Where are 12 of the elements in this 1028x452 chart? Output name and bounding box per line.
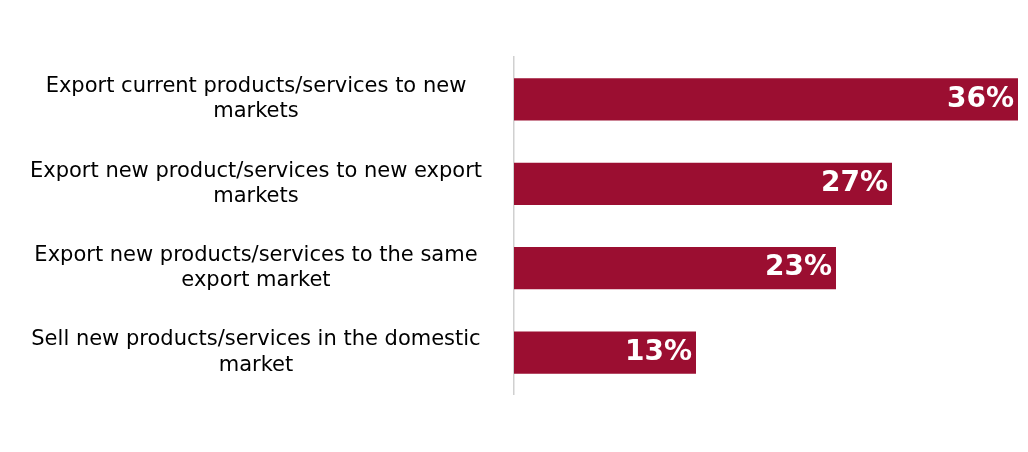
bar: [514, 331, 696, 374]
bar: [514, 162, 892, 205]
data-label: 13%: [624, 333, 692, 367]
data-label: 36%: [946, 80, 1014, 114]
y-tick-label: Export current products/services to new markets: [45, 73, 467, 123]
y-tick-label: Export new product/services to new export markets: [29, 157, 482, 207]
y-tick-label: Sell new products/services in the domestic market: [31, 326, 481, 376]
data-label: 27%: [820, 165, 888, 199]
data-label: 23%: [764, 249, 832, 283]
bar: [514, 247, 836, 290]
y-tick-label: Export new products/services to the same export market: [34, 242, 478, 292]
bar: [514, 78, 1018, 121]
